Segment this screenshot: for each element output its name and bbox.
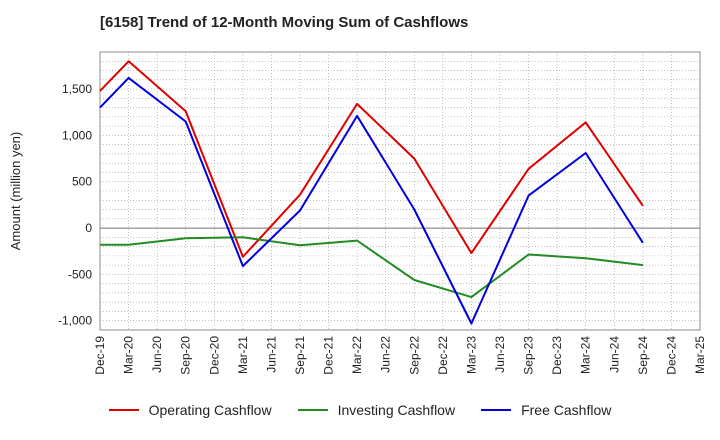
x-tick-label: Jun-24: [607, 336, 621, 373]
legend-label: Investing Cashflow: [337, 402, 456, 418]
x-tick-label: Jun-23: [493, 336, 507, 373]
x-tick-label: Jun-20: [150, 336, 164, 373]
legend-swatch: [108, 409, 139, 411]
y-tick-label: 1,000: [62, 128, 92, 142]
x-tick-labels: Dec-19 Mar-20 Jun-20 Sep-20 Dec-20 Mar-21 Jun-…: [93, 336, 707, 375]
y-tick-labels: 1,500 1,000 500 0 -500 -1,000: [58, 82, 92, 328]
legend-label: Operating Cashflow: [148, 402, 272, 418]
y-tick-label: -500: [68, 267, 92, 281]
legend-label: Free Cashflow: [521, 402, 612, 418]
x-tick-label: Sep-22: [407, 336, 421, 375]
series-layer: [99, 60, 644, 325]
series-line-operating-cashflow: [99, 60, 644, 258]
x-tick-label: Dec-21: [322, 336, 336, 375]
x-tick-label: Mar-25: [693, 336, 707, 374]
x-tick-label: Dec-23: [550, 336, 564, 375]
x-tick-label: Sep-21: [293, 336, 307, 375]
x-tick-label: Dec-24: [664, 336, 678, 375]
x-tick-label: Sep-24: [636, 336, 650, 375]
x-tick-label: Mar-21: [236, 336, 250, 374]
x-tick-label: Dec-22: [436, 336, 450, 375]
series-line-investing-cashflow: [100, 236, 644, 299]
y-tick-label: -1,000: [58, 314, 92, 328]
legend-item: Investing Cashflow: [297, 402, 456, 418]
legend-item: Operating Cashflow: [108, 402, 272, 418]
y-tick-label: 1,500: [62, 82, 92, 96]
y-tick-label: 0: [85, 221, 92, 235]
legend-swatch: [297, 409, 328, 411]
gridlines: [99, 51, 701, 331]
legend-swatch: [481, 409, 512, 411]
y-axis-label: Amount (million yen): [8, 132, 23, 251]
x-tick-label: Mar-24: [579, 336, 593, 374]
x-tick-label: Jun-21: [264, 336, 278, 373]
x-tick-label: Sep-23: [522, 336, 536, 375]
x-tick-label: Mar-23: [464, 336, 478, 374]
legend: Operating Cashflow Investing Cashflow Free…: [0, 402, 720, 418]
x-tick-label: Dec-19: [93, 336, 107, 375]
x-tick-label: Dec-20: [207, 336, 221, 375]
x-tick-label: Mar-20: [122, 336, 136, 374]
x-tick-label: Jun-22: [379, 336, 393, 373]
x-tick-label: Mar-22: [350, 336, 364, 374]
legend-item: Free Cashflow: [481, 402, 611, 418]
x-tick-label: Sep-20: [179, 336, 193, 375]
series-line-free-cashflow: [99, 76, 644, 325]
chart-title: [6158] Trend of 12-Month Moving Sum of C…: [100, 14, 469, 31]
y-tick-label: 500: [72, 175, 92, 189]
